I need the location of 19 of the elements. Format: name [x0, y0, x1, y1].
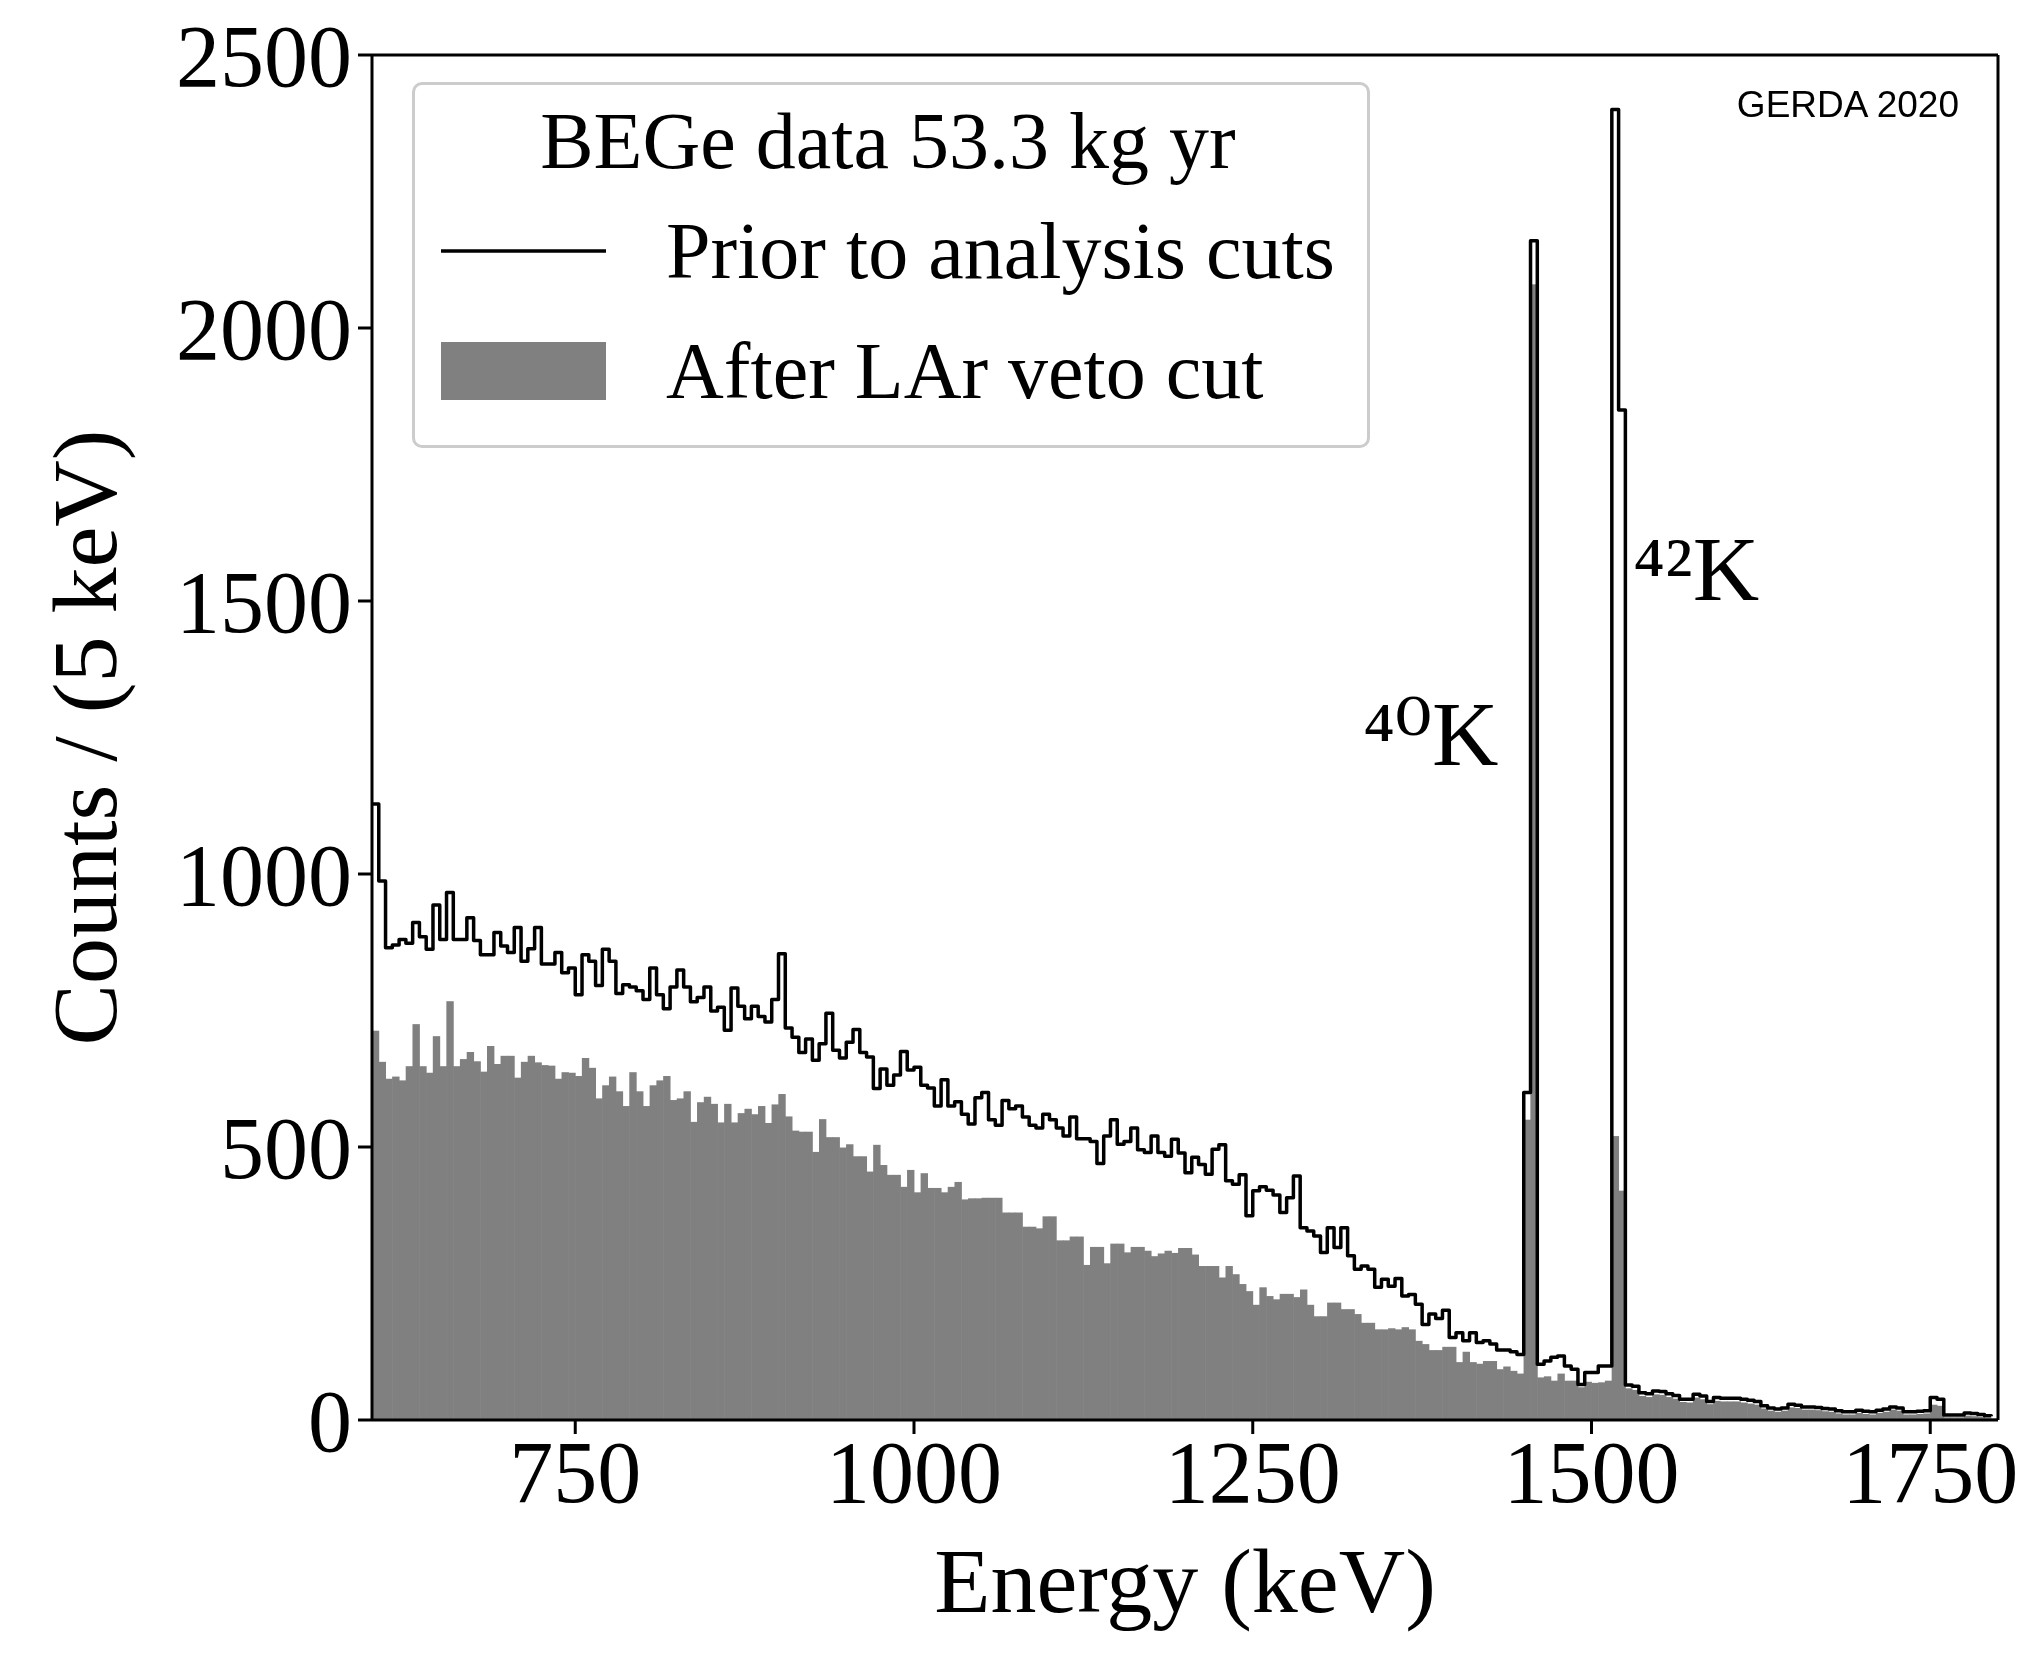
legend-label: Prior to analysis cuts	[666, 206, 1335, 297]
x-tick-label: 1000	[826, 1424, 1002, 1522]
x-tick-label: 750	[509, 1424, 642, 1522]
y-tick-label: 1000	[176, 827, 352, 925]
x-tick-label: 1750	[1842, 1424, 2019, 1522]
annotation: ⁴²K	[1633, 518, 1760, 620]
x-axis-title: Energy (keV)	[934, 1530, 1436, 1632]
y-tick-label: 1500	[176, 554, 352, 652]
x-tick-label: 1500	[1503, 1424, 1680, 1522]
annotation: ⁴⁰K	[1363, 683, 1499, 785]
y-tick-label: 2500	[176, 8, 352, 106]
y-tick-label: 0	[308, 1373, 352, 1471]
legend-title: BEGe data 53.3 kg yr	[539, 96, 1237, 187]
y-axis-title: Counts / (5 keV)	[33, 429, 136, 1046]
y-tick-label: 2000	[176, 281, 352, 379]
legend-label: After LAr veto cut	[666, 326, 1264, 417]
y-tick-label: 500	[220, 1100, 352, 1198]
x-tick-label: 1250	[1164, 1424, 1341, 1522]
annotation: GERDA 2020	[1736, 84, 1959, 125]
